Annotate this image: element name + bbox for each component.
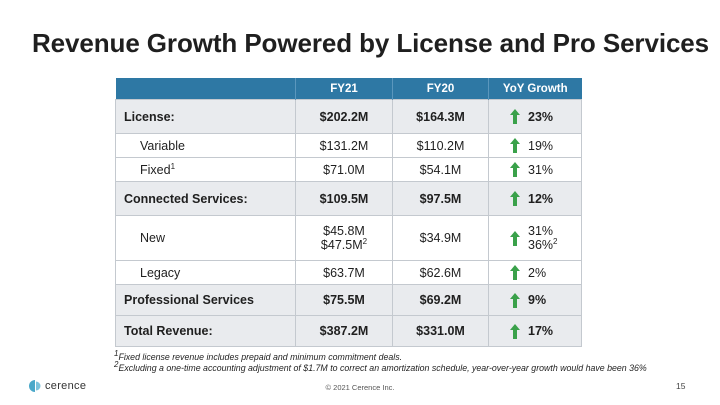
growth-adjusted-text: 36% [528, 238, 554, 252]
growth-value: 23% [528, 109, 554, 124]
cell-fy20: $164.3M [392, 99, 489, 134]
header-yoy-growth: YoY Growth [488, 78, 582, 100]
row-label-license: License: [115, 99, 296, 134]
page-number: 15 [676, 381, 686, 391]
growth-value: 9% [528, 293, 547, 307]
footnote-ref: 2 [553, 236, 558, 246]
arrow-up-icon [510, 323, 520, 339]
footnote-text: Fixed license revenue includes prepaid a… [118, 352, 403, 362]
cell-growth: 12% [488, 181, 582, 216]
footnote-mark: 2 [114, 360, 119, 370]
cerence-logo-icon [29, 380, 41, 392]
table-row: Variable $131.2M $110.2M 19% [115, 133, 582, 158]
cell-fy20: $110.2M [392, 133, 489, 158]
growth-value: 2% [528, 265, 547, 280]
cell-growth: 17% [488, 315, 582, 347]
cerence-logo: cerence [28, 379, 86, 393]
row-label-variable: Variable [115, 133, 296, 158]
footnote-1: 1Fixed license revenue includes prepaid … [114, 349, 647, 363]
row-label-new: New [115, 215, 296, 261]
cell-fy21: $63.7M [295, 260, 393, 285]
cell-fy21: $387.2M [295, 315, 393, 347]
growth-value: 17% [528, 324, 554, 338]
table-row: Professional Services $75.5M $69.2M 9% [115, 284, 582, 316]
cell-fy20: $69.2M [392, 284, 489, 316]
row-label-total-revenue: Total Revenue: [115, 315, 296, 347]
table-row: Total Revenue: $387.2M $331.0M 17% [115, 315, 582, 347]
footnote-ref: 1 [170, 161, 176, 171]
cell-fy21: $75.5M [295, 284, 393, 316]
footnotes: 1Fixed license revenue includes prepaid … [114, 349, 647, 374]
header-fy20: FY20 [392, 78, 489, 100]
cell-growth: 9% [488, 284, 582, 316]
footnote-2: 2Excluding a one-time accounting adjustm… [114, 360, 647, 374]
fy21-adjusted-text: $47.5M [320, 238, 363, 252]
arrow-up-icon [510, 109, 520, 124]
cell-growth: 31% [488, 157, 582, 182]
arrow-up-icon [510, 162, 520, 177]
fy21-adjusted-value: $47.5M2 [296, 236, 392, 252]
arrow-up-icon [510, 138, 520, 153]
row-label-connected-services: Connected Services: [115, 181, 296, 216]
slide-title: Revenue Growth Powered by License and Pr… [32, 28, 710, 58]
cell-growth: 31% 36%2 [488, 215, 582, 261]
table-row: License: $202.2M $164.3M 23% [115, 99, 582, 134]
arrow-up-icon [510, 191, 520, 206]
cell-fy21: $71.0M [295, 157, 393, 182]
fixed-label-text: Fixed [140, 162, 171, 177]
footnote-text: Excluding a one-time accounting adjustme… [118, 363, 647, 373]
growth-adjusted-value: 36%2 [528, 236, 560, 252]
cell-fy20: $331.0M [392, 315, 489, 347]
cell-fy20: $34.9M [392, 215, 489, 261]
footnote-ref: 2 [362, 236, 368, 246]
row-label-professional-services: Professional Services [115, 284, 296, 316]
arrow-up-icon [510, 265, 520, 280]
row-label-fixed: Fixed1 [115, 157, 296, 182]
table-header-row: FY21 FY20 YoY Growth [115, 78, 582, 100]
table-row: Legacy $63.7M $62.6M 2% [115, 260, 582, 285]
growth-value: 19% [528, 138, 554, 153]
copyright-text: © 2021 Cerence Inc. [325, 383, 395, 392]
arrow-up-icon [510, 230, 520, 246]
cell-fy20: $97.5M [392, 181, 489, 216]
header-fy21: FY21 [295, 78, 393, 100]
table-row: Connected Services: $109.5M $97.5M 12% [115, 181, 582, 216]
growth-value: 31% [528, 224, 554, 238]
cell-fy21: $45.8M $47.5M2 [295, 215, 393, 261]
growth-value: 31% [528, 162, 554, 177]
cell-growth: 19% [488, 133, 582, 158]
cell-fy20: $54.1M [392, 157, 489, 182]
fy21-value: $45.8M [323, 224, 365, 238]
cell-fy20: $62.6M [392, 260, 489, 285]
cell-fy21: $131.2M [295, 133, 393, 158]
cell-fy21: $109.5M [295, 181, 393, 216]
growth-value: 12% [528, 191, 554, 206]
table-row: New $45.8M $47.5M2 $34.9M 31% 36%2 [115, 215, 582, 261]
table-row: Fixed1 $71.0M $54.1M 31% [115, 157, 582, 182]
arrow-up-icon [510, 292, 520, 308]
revenue-table: FY21 FY20 YoY Growth License: $202.2M $1… [115, 78, 582, 347]
cell-growth: 2% [488, 260, 582, 285]
cell-fy21: $202.2M [295, 99, 393, 134]
footnote-mark: 1 [114, 349, 119, 359]
row-label-legacy: Legacy [115, 260, 296, 285]
logo-wordmark: cerence [45, 380, 87, 392]
header-label [115, 78, 296, 100]
cell-growth: 23% [488, 99, 582, 134]
